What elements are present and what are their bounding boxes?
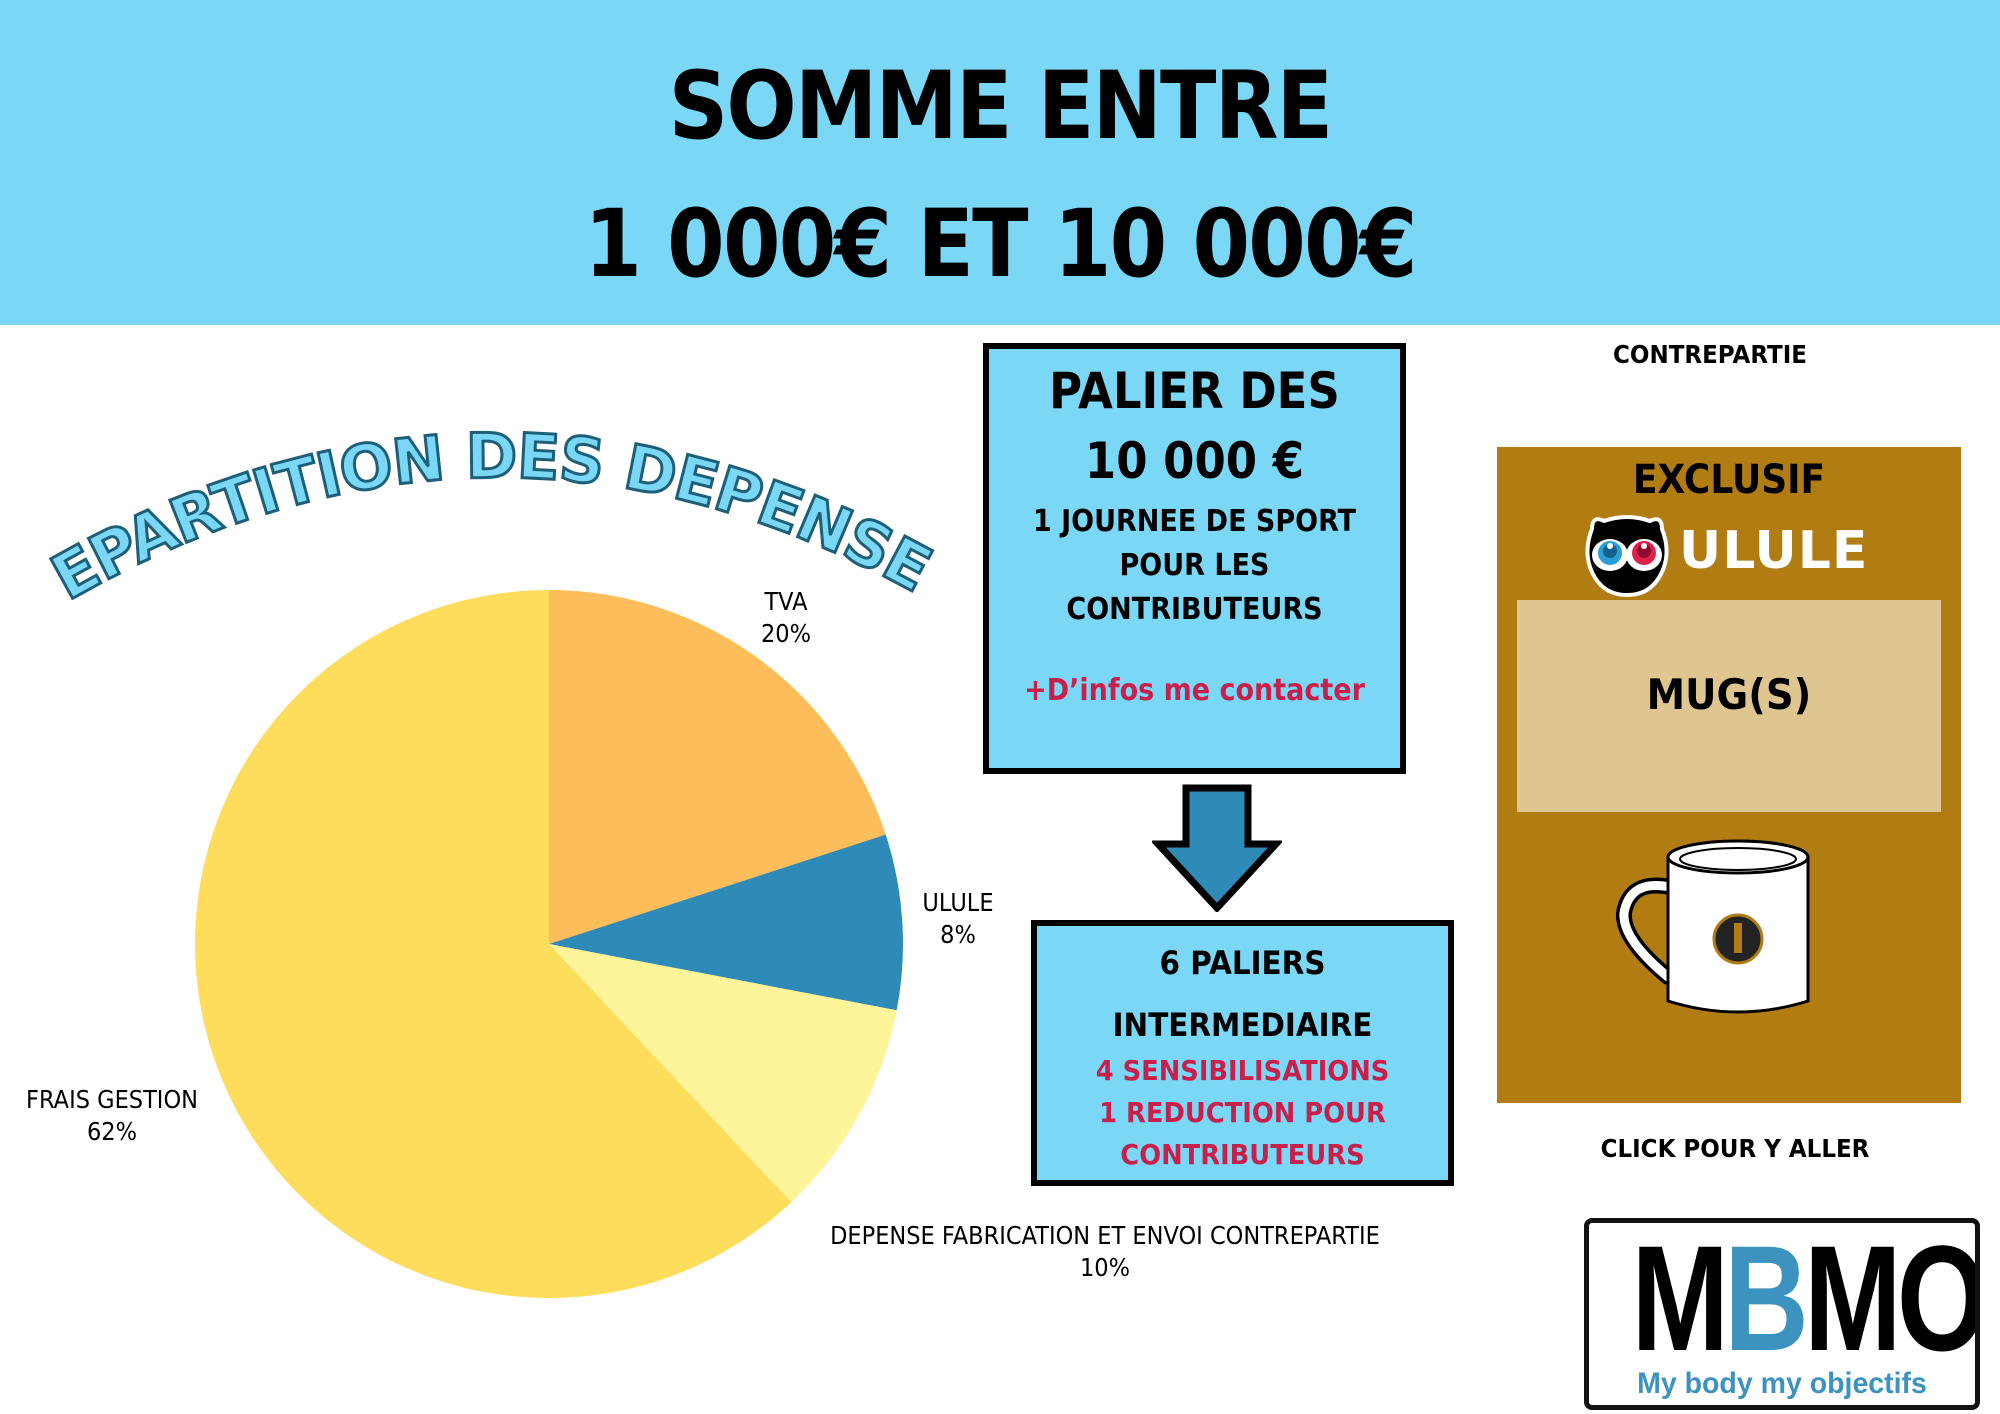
pie-label-name: ULULE bbox=[922, 888, 994, 917]
paliers-item-line3: CONTRIBUTEURS bbox=[1120, 1138, 1365, 1171]
pie-label-name: TVA bbox=[764, 587, 808, 616]
pie-label-pct: 10% bbox=[1079, 1253, 1131, 1282]
reward-item-label: MUG(S) bbox=[1646, 670, 1812, 719]
contact-link[interactable]: +D’infos me contacter bbox=[1024, 673, 1365, 708]
pie-slice-ulule[interactable] bbox=[549, 834, 903, 1011]
paliers-item-line1: 4 SENSIBILISATIONS bbox=[1095, 1054, 1390, 1087]
logo-letter-o: O bbox=[1896, 1218, 1980, 1382]
paliers-title-line2: INTERMEDIAIRE bbox=[1112, 1006, 1373, 1044]
pie-label-frais-gestion: FRAIS GESTION 62% bbox=[11, 1084, 213, 1148]
mug-icon bbox=[1615, 839, 1810, 1014]
header-title-line1: SOMME ENTRE bbox=[668, 52, 1334, 161]
logo-letter-b: B bbox=[1724, 1218, 1809, 1382]
pie-label-depense: DEPENSE FABRICATION ET ENVOI CONTREPARTI… bbox=[799, 1220, 1411, 1284]
ulule-owl-icon bbox=[1585, 515, 1669, 598]
pie-label-ulule: ULULE 8% bbox=[904, 887, 1012, 951]
pie-label-tva: TVA 20% bbox=[741, 586, 831, 650]
mbmo-tagline: My body my objectifs bbox=[1637, 1367, 1927, 1400]
click-to-go-link[interactable]: CLICK POUR Y ALLER bbox=[1600, 1134, 1870, 1163]
palier-10000-box: PALIER DES 10 000 € 1 JOURNEE DE SPORT P… bbox=[983, 343, 1406, 774]
ulule-wordmark: ULULE bbox=[1679, 521, 1869, 581]
logo-letter-m: M bbox=[1631, 1218, 1728, 1382]
paliers-intermediaires-box: 6 PALIERS INTERMEDIAIRE 4 SENSIBILISATIO… bbox=[1031, 920, 1454, 1186]
pie-slice-frais-gestion[interactable] bbox=[195, 590, 792, 1298]
pie-title-text: REPARTITION DES DEPENSES bbox=[40, 420, 940, 600]
pie-label-pct: 20% bbox=[760, 619, 812, 648]
reward-panel[interactable]: EXCLUSIF ULULE MUG(S) bbox=[1497, 447, 1961, 1103]
pie-chart-title: REPARTITION DES DEPENSES bbox=[40, 420, 940, 600]
mbmo-letters: MBMO bbox=[1631, 1223, 1975, 1373]
palier-desc-line2: POUR LES bbox=[1119, 548, 1270, 583]
svg-text:REPARTITION DES DEPENSES: REPARTITION DES DEPENSES bbox=[40, 420, 940, 600]
pie-label-pct: 8% bbox=[940, 920, 976, 949]
pie-slice-depense[interactable] bbox=[549, 944, 897, 1203]
palier-desc-line1: 1 JOURNEE DE SPORT bbox=[1032, 504, 1357, 539]
ulule-logo: ULULE bbox=[1582, 509, 1867, 599]
reward-item-box: MUG(S) bbox=[1517, 600, 1941, 812]
logo-letter-m2: M bbox=[1804, 1218, 1901, 1382]
header-title-line2: 1 000€ ET 10 000€ bbox=[584, 190, 1417, 299]
palier-title-line2: 10 000 € bbox=[1084, 432, 1305, 490]
arrow-down-icon bbox=[1152, 784, 1282, 912]
pie-label-pct: 62% bbox=[86, 1117, 138, 1146]
palier-title-line1: PALIER DES bbox=[1049, 362, 1340, 420]
pie-label-name: DEPENSE FABRICATION ET ENVOI CONTREPARTI… bbox=[830, 1221, 1380, 1250]
mbmo-logo[interactable]: MBMO My body my objectifs bbox=[1584, 1218, 1980, 1410]
paliers-title-line1: 6 PALIERS bbox=[1159, 944, 1326, 982]
paliers-item-line2: 1 REDUCTION POUR bbox=[1099, 1096, 1386, 1129]
pie-slice-tva[interactable] bbox=[549, 590, 886, 944]
contrepartie-label: CONTREPARTIE bbox=[1613, 340, 1807, 369]
palier-desc-line3: CONTRIBUTEURS bbox=[1066, 592, 1323, 627]
header-banner: SOMME ENTRE 1 000€ ET 10 000€ bbox=[0, 0, 2000, 325]
pie-label-name: FRAIS GESTION bbox=[26, 1085, 198, 1114]
exclusif-label: EXCLUSIF bbox=[1632, 457, 1826, 503]
